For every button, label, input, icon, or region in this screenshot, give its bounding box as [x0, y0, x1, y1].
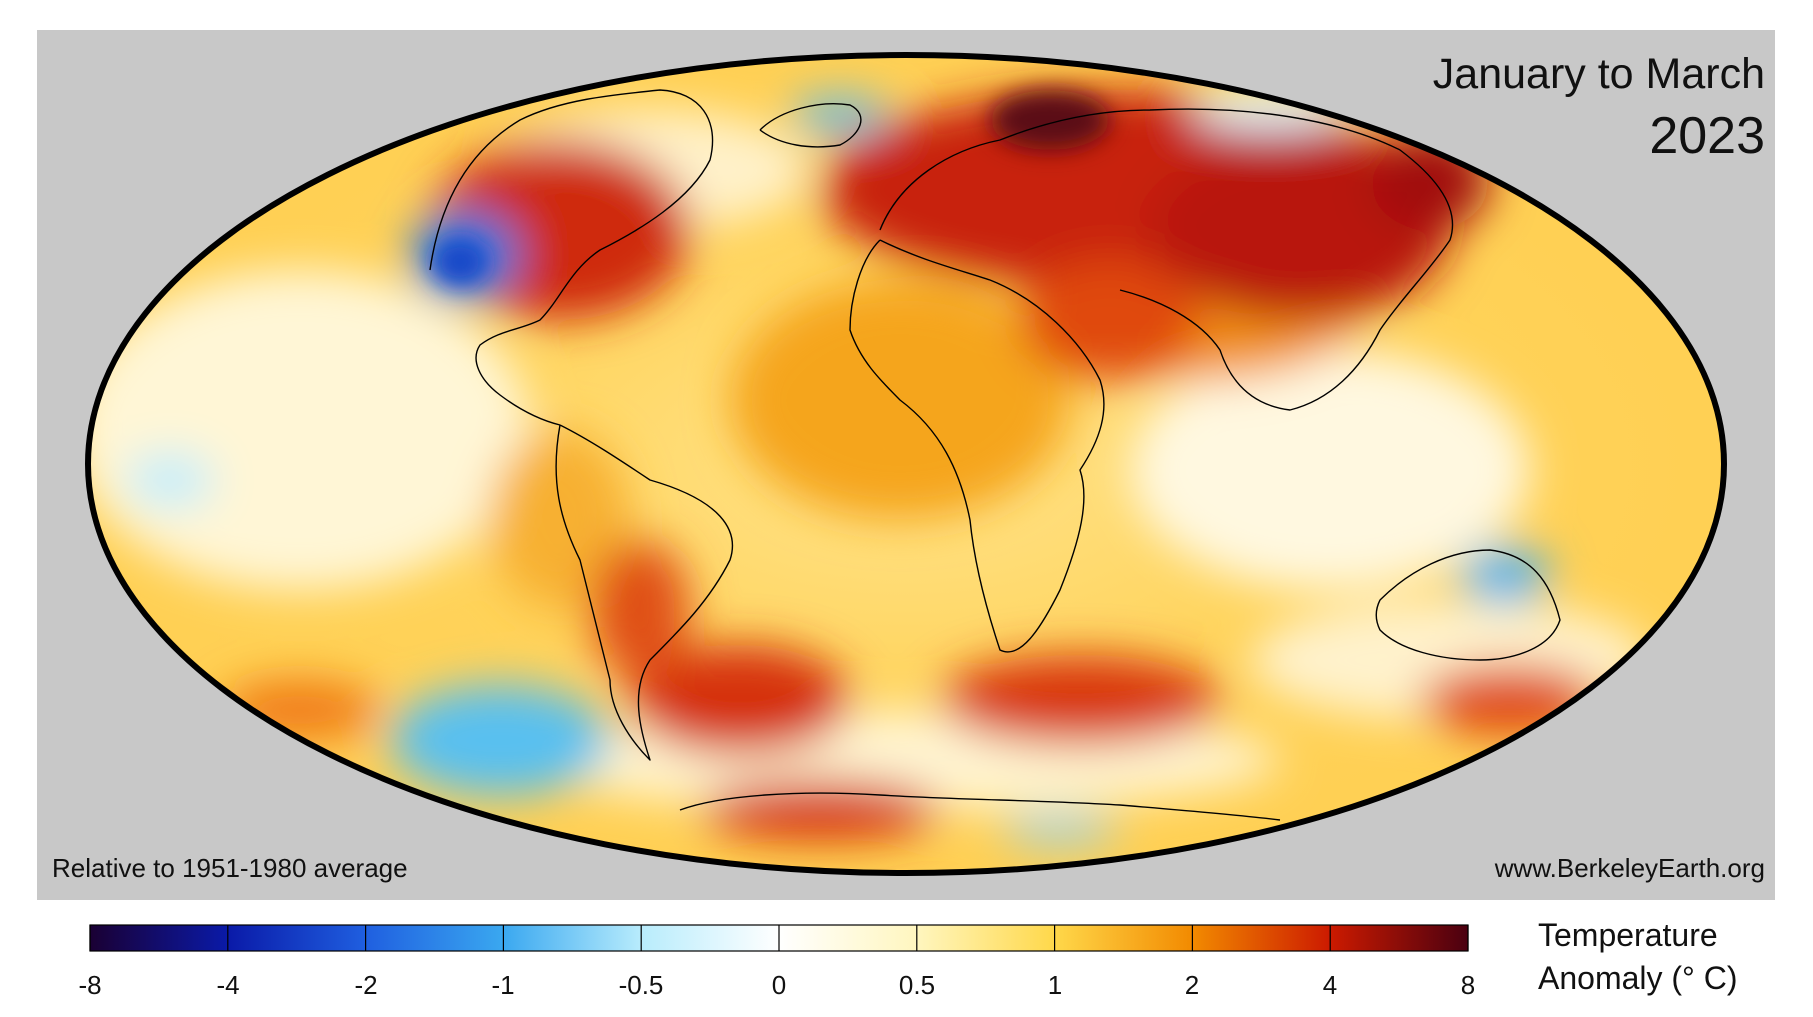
source-url: www.BerkeleyEarth.org [1494, 853, 1765, 883]
colorbar-tick-label: -2 [354, 970, 378, 1000]
colorbar-tick-label: -1 [491, 970, 515, 1000]
anomaly-field [88, 55, 1724, 873]
colorbar-tick-label: 8 [1460, 970, 1476, 1000]
colorbar-tick-label: 4 [1322, 970, 1338, 1000]
legend-title-line2: Anomaly (° C) [1538, 960, 1738, 996]
colorbar-tick-label: 0 [771, 970, 787, 1000]
legend-title-line1: Temperature [1538, 917, 1718, 953]
coastlines [429, 89, 1561, 821]
title-period: January to March [1432, 50, 1765, 98]
colorbar-tick-label: 2 [1184, 970, 1200, 1000]
colorbar-tick-label: -8 [78, 970, 102, 1000]
colorbar-tick-label: -0.5 [618, 970, 664, 1000]
colorbar-tick-label: 1 [1047, 970, 1063, 1000]
colorbar-tick-label: -4 [216, 970, 240, 1000]
colorbar-tick-label: 0.5 [898, 970, 936, 1000]
map-outline [85, 52, 1727, 876]
baseline-note: Relative to 1951-1980 average [52, 853, 408, 883]
colorbar-ticks [89, 925, 1469, 951]
title-year: 2023 [1649, 107, 1765, 165]
